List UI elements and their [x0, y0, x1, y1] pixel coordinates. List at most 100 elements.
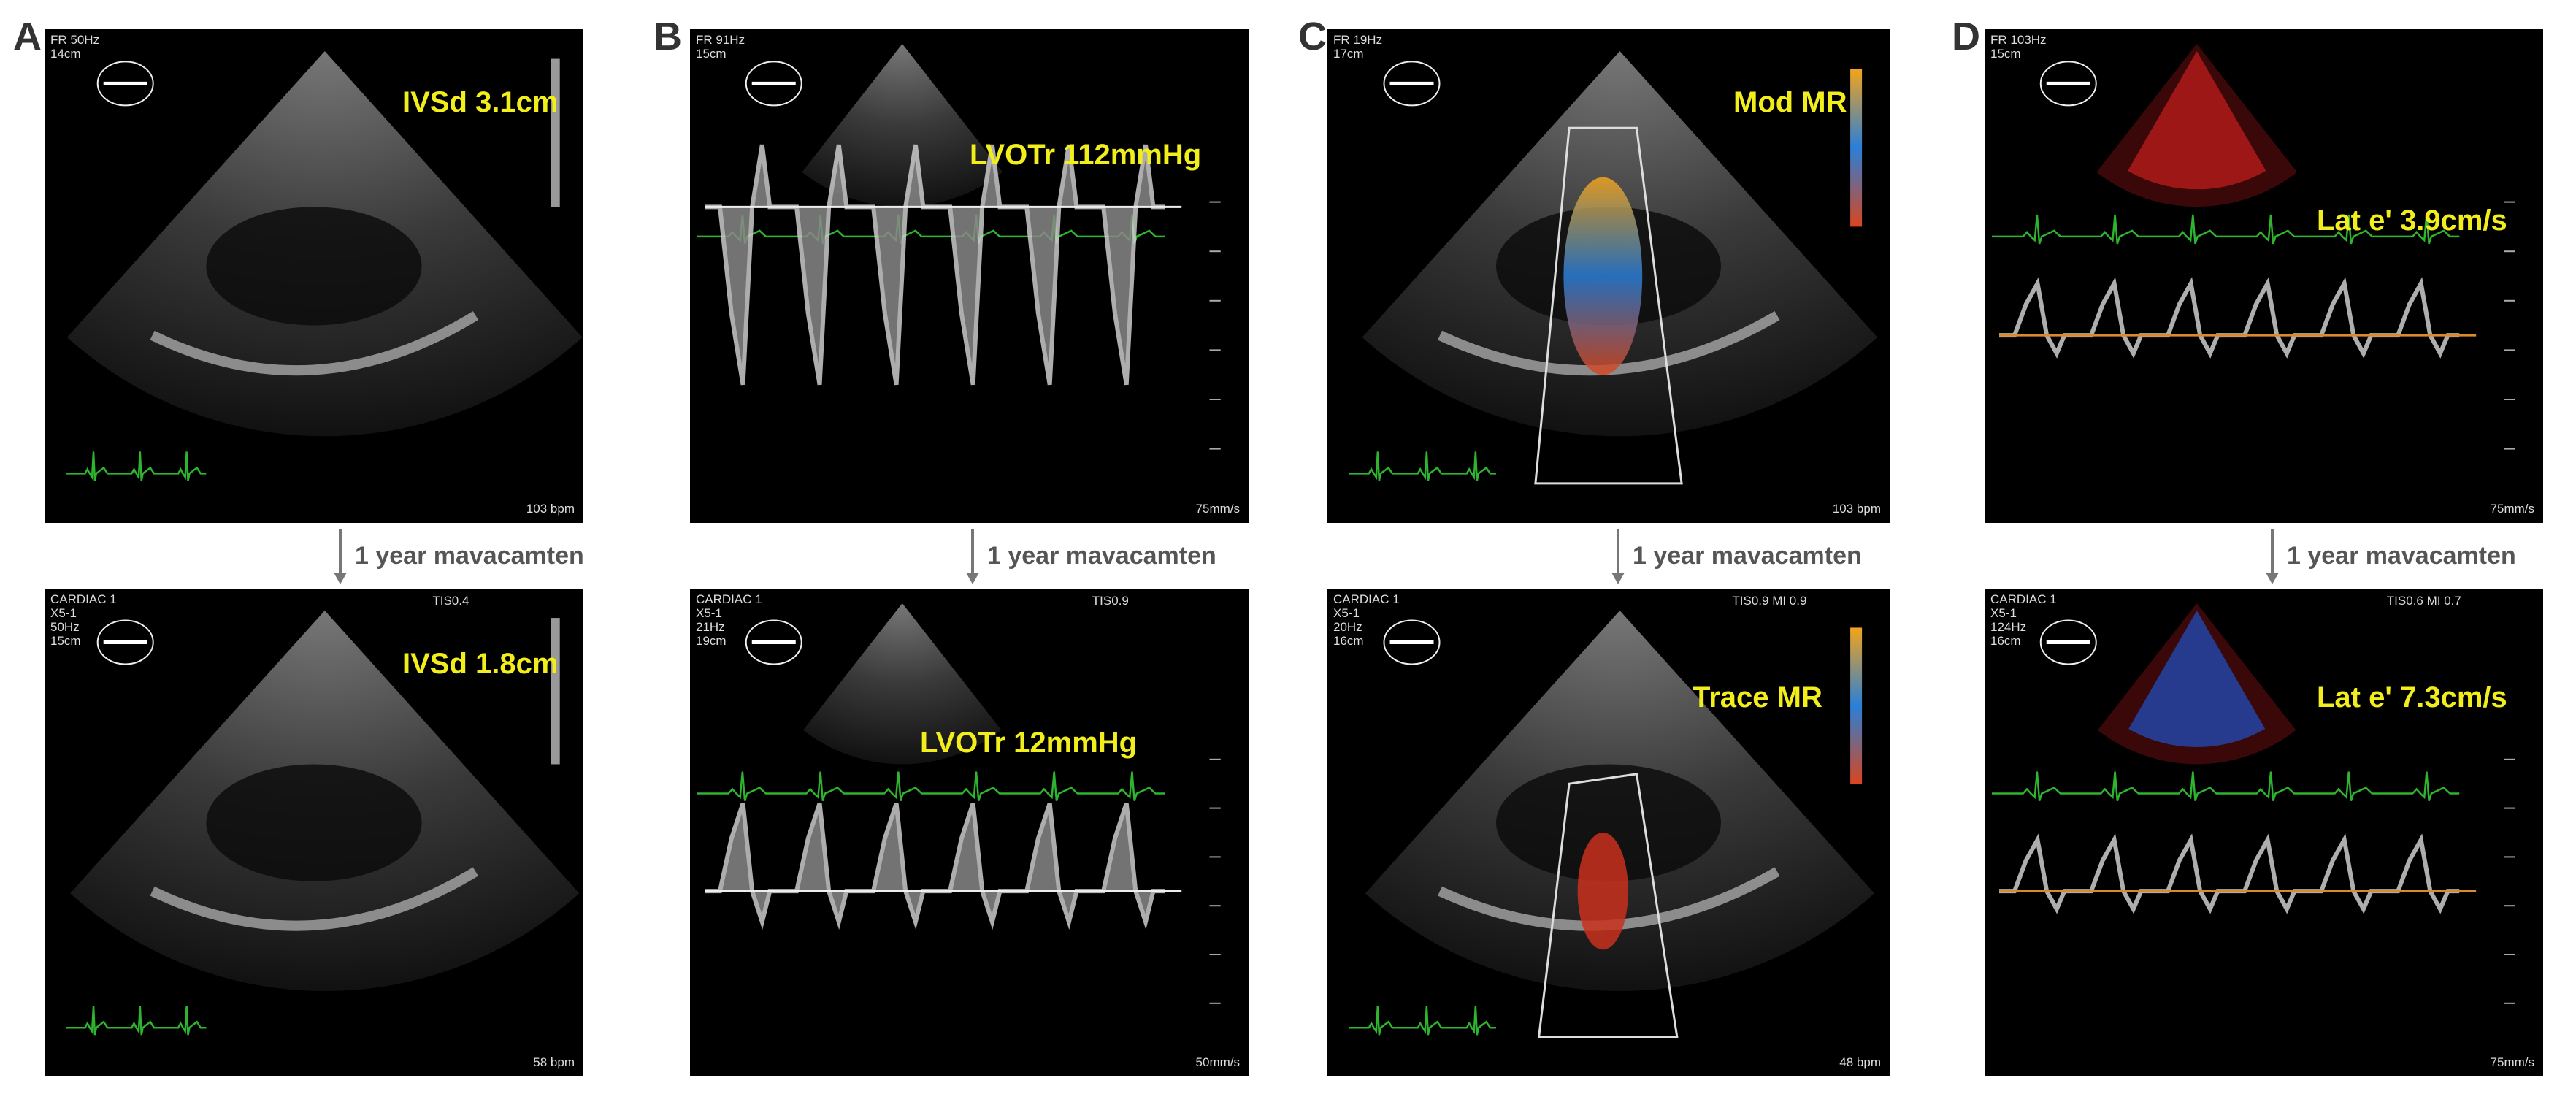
image-background — [1985, 589, 2543, 1076]
rate-label: 58 bpm — [533, 1055, 575, 1069]
color-jet — [1577, 833, 1628, 950]
scan-info: 17cm — [1333, 47, 1364, 61]
scan-info: FR 91Hz — [696, 33, 745, 47]
scan-info: 14cm — [50, 47, 81, 61]
measurement-label: IVSd 3.1cm — [402, 86, 558, 118]
scan-info: X5-1 — [696, 606, 722, 620]
septum-echo — [150, 311, 479, 376]
rate-label: 75mm/s — [1196, 502, 1240, 516]
measurement-label: Mod MR — [1733, 86, 1847, 118]
arrow-head — [2266, 573, 2279, 584]
septum-echo — [150, 867, 479, 931]
scan-info: X5-1 — [50, 606, 77, 620]
small-sector — [802, 44, 1003, 207]
image-background — [1985, 29, 2543, 523]
rate-label: 103 bpm — [526, 502, 575, 516]
ecg-trace — [66, 1006, 207, 1036]
ecg-trace — [1992, 771, 2460, 801]
rate-label: 75mm/s — [2491, 1055, 2534, 1069]
scan-info: CARDIAC 1 — [1333, 592, 1400, 606]
color-box — [1534, 126, 1683, 485]
scan-settings: TIS0.4 — [432, 594, 469, 608]
measurement-label: Lat e' 7.3cm/s — [2317, 681, 2507, 714]
panel-letter: B — [653, 15, 682, 58]
ecg-trace — [1349, 1006, 1496, 1036]
scan-info: 50Hz — [50, 620, 80, 634]
scan-info: 16cm — [1990, 634, 2021, 648]
scan-info: FR 50Hz — [50, 33, 99, 47]
scan-info: 19cm — [696, 634, 727, 648]
small-sector — [802, 603, 1002, 765]
rate-label: 48 bpm — [1839, 1055, 1881, 1069]
arrow-head — [966, 573, 979, 584]
tdi-sector-color — [2128, 611, 2266, 748]
scan-info: CARDIAC 1 — [50, 592, 117, 606]
orientation-marker — [1383, 619, 1441, 665]
scan-info: CARDIAC 1 — [696, 592, 762, 606]
measurement-label: Lat e' 3.9cm/s — [2317, 204, 2507, 237]
color-jet — [1563, 177, 1643, 375]
measurement-label: Trace MR — [1693, 681, 1822, 714]
scan-settings: TIS0.6 MI 0.7 — [2387, 594, 2461, 608]
arrow-label: 1 year mavacamten — [355, 542, 584, 570]
panel-letter: D — [1952, 15, 1980, 58]
gray-bar — [551, 58, 560, 207]
color-box — [1537, 773, 1679, 1039]
tdi-sector-color — [2128, 51, 2266, 190]
scan-info: 20Hz — [1333, 620, 1362, 634]
arrow-label: 1 year mavacamten — [987, 542, 1216, 570]
scan-info: FR 19Hz — [1333, 33, 1382, 47]
ecg-trace — [66, 451, 207, 481]
ecg-trace — [1992, 214, 2460, 245]
color-bar — [1850, 627, 1863, 784]
cavity — [206, 207, 422, 326]
scan-info: 15cm — [696, 47, 727, 61]
measurement-label: LVOTr 112mmHg — [970, 139, 1201, 171]
scan-settings: TIS0.9 — [1092, 594, 1129, 608]
panel-letter: C — [1298, 15, 1327, 58]
scan-info: 15cm — [1990, 47, 2021, 61]
color-bar — [1850, 69, 1863, 227]
orientation-marker — [2039, 61, 2097, 107]
scan-settings: TIS0.9 MI 0.9 — [1732, 594, 1806, 608]
orientation-marker — [1383, 61, 1441, 107]
scan-info: FR 103Hz — [1990, 33, 2047, 47]
arrow-label: 1 year mavacamten — [2287, 542, 2516, 570]
panel-letter: A — [13, 15, 42, 58]
ecg-trace — [697, 214, 1165, 245]
ecg-trace — [697, 771, 1165, 801]
rate-label: 103 bpm — [1833, 502, 1881, 516]
orientation-marker — [96, 61, 154, 107]
scan-info: CARDIAC 1 — [1990, 592, 2057, 606]
arrow-label: 1 year mavacamten — [1633, 542, 1862, 570]
measurement-label: LVOTr 12mmHg — [920, 727, 1137, 759]
rate-label: 50mm/s — [1196, 1055, 1240, 1069]
scan-info: 21Hz — [696, 620, 725, 634]
ecg-trace — [1349, 451, 1496, 481]
scan-info: 16cm — [1333, 634, 1364, 648]
cavity — [1496, 764, 1721, 881]
arrow-head — [334, 573, 347, 584]
orientation-marker — [2039, 619, 2097, 665]
measurement-label: IVSd 1.8cm — [402, 648, 558, 680]
gray-bar — [551, 618, 560, 765]
orientation-marker — [745, 61, 802, 107]
scan-info: X5-1 — [1333, 606, 1360, 620]
cavity — [206, 764, 422, 881]
arrow-head — [1611, 573, 1625, 584]
rate-label: 75mm/s — [2491, 502, 2534, 516]
orientation-marker — [745, 619, 802, 665]
scan-info: X5-1 — [1990, 606, 2017, 620]
scan-info: 15cm — [50, 634, 81, 648]
orientation-marker — [96, 619, 154, 665]
scan-info: 124Hz — [1990, 620, 2026, 634]
